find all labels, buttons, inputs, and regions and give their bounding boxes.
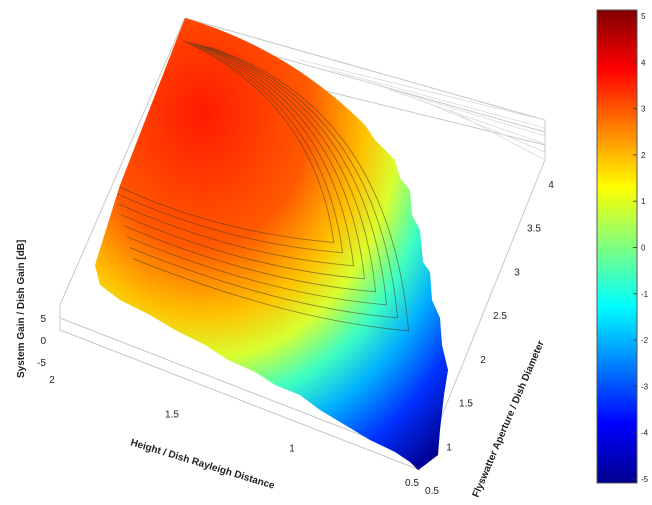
grid-line (329, 69, 546, 129)
colorbar-tick-label: -1 (641, 290, 649, 299)
x-tick-label: 0.5 (405, 478, 419, 489)
y-tick-label: 3 (514, 267, 520, 278)
z-tick-label: 0 (40, 336, 46, 347)
x-tick-label: 1 (289, 444, 295, 455)
contour-line (117, 42, 355, 267)
contour-line (120, 43, 366, 280)
contour-line (114, 41, 344, 254)
grid-line (449, 109, 546, 161)
colorbar-gradient (596, 9, 638, 484)
x-tick-label: 1.5 (165, 409, 179, 420)
y-tick-labels: 0.5 1 1.5 2 2.5 3 3.5 4 (425, 180, 554, 497)
x-tick-label: 2 (49, 375, 55, 386)
surface (95, 18, 448, 470)
y-tick-label: 1.5 (459, 399, 473, 410)
y-tick-label: 2.5 (493, 311, 507, 322)
contour-line (126, 45, 388, 306)
contour-line (132, 47, 410, 332)
contour-lines (112, 40, 410, 332)
grid-lines (299, 59, 546, 161)
z-tick-label: 5 (40, 314, 46, 325)
z-axis-title: System Gain / Dish Gain [dB] (16, 240, 27, 378)
x-tick-labels: 2 1.5 1 0.5 (49, 375, 419, 489)
colorbar-tick-label: -4 (641, 429, 649, 438)
colorbar-tick-label: 2 (641, 151, 646, 160)
contour-line (129, 46, 399, 319)
colorbar: 5 4 3 2 1 0 -1 -2 -3 -4 -5 (596, 9, 649, 484)
colorbar-tick-label: 4 (641, 58, 646, 67)
y-tick-label: 3.5 (527, 224, 541, 235)
y-tick-label: 1 (446, 442, 452, 453)
colorbar-tick-label: 0 (641, 244, 646, 253)
contour-line (123, 44, 377, 293)
contour-line (112, 40, 335, 243)
y-tick-label: 4 (548, 180, 554, 191)
y-tick-label: 2 (480, 355, 486, 366)
grid-line (419, 99, 546, 153)
colorbar-tick-label: -2 (641, 336, 649, 345)
y-tick-label: 0.5 (425, 486, 439, 497)
colorbar-tick-label: -5 (641, 475, 649, 484)
colorbar-tick-label: 1 (641, 197, 646, 206)
colorbar-tick-label: 3 (641, 105, 646, 114)
z-tick-label: -5 (37, 358, 46, 369)
grid-line (389, 89, 546, 145)
grid-line (359, 79, 546, 137)
grid-line (299, 59, 546, 121)
z-tick-labels: 5 0 -5 (37, 314, 46, 369)
colorbar-tick-labels: 5 4 3 2 1 0 -1 -2 -3 -4 -5 (633, 12, 649, 484)
colorbar-tick-label: -3 (641, 382, 649, 391)
x-axis-title: Height / Dish Rayleigh Distance (129, 437, 276, 492)
colorbar-tick-label: 5 (641, 12, 646, 21)
